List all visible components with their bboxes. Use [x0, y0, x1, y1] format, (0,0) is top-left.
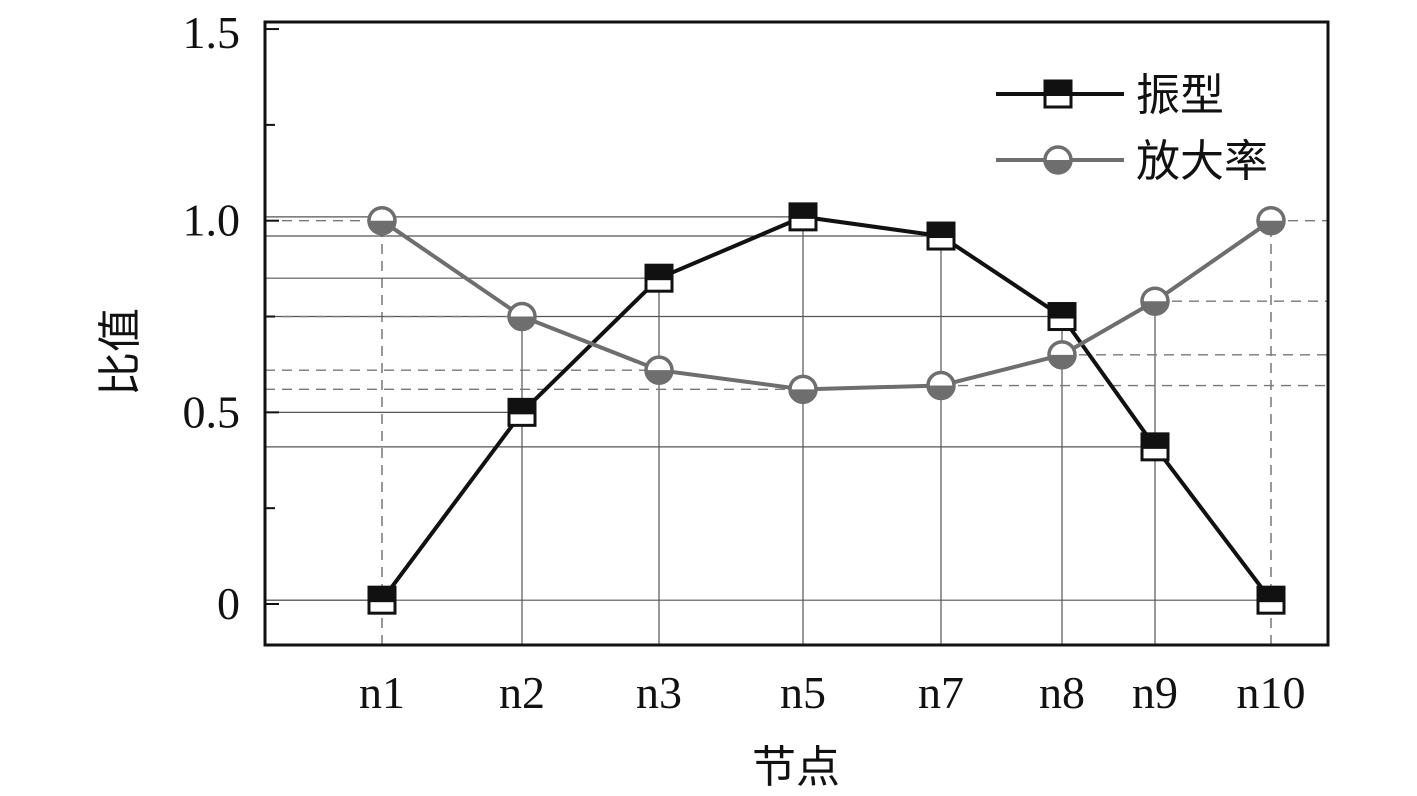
- shape-point-fill: [369, 587, 395, 603]
- shape-point-fill: [1142, 433, 1168, 449]
- plot-frame: [263, 20, 1330, 647]
- shape-point-fill: [790, 203, 816, 219]
- legend-label-0: 振型: [1136, 70, 1224, 121]
- legend-label-1: 放大率: [1136, 136, 1268, 187]
- amp-point-fill: [369, 220, 395, 234]
- y-tick-label: 0.5: [183, 386, 241, 437]
- x-tick-label-n5: n5: [780, 667, 826, 718]
- legend-marker-fill: [1045, 160, 1071, 173]
- y-tick-label: 1.0: [183, 195, 241, 246]
- amp-point-fill: [509, 316, 535, 330]
- y-axis: 0 0.5 1.0 1.5: [183, 7, 279, 629]
- series-line-0: [380, 214, 1273, 602]
- amp-point-fill: [790, 389, 816, 403]
- x-tick-label-n2: n2: [499, 667, 545, 718]
- shape-point-fill: [646, 265, 672, 281]
- series-line-1: [380, 219, 1273, 392]
- shape-point-fill: [1258, 587, 1284, 603]
- x-tick-label-n3: n3: [636, 667, 682, 718]
- amp-point-fill: [928, 385, 954, 399]
- shape-point-fill: [509, 399, 535, 415]
- y-tick-label: 0: [217, 578, 240, 629]
- amp-point-fill: [646, 370, 672, 384]
- x-tick-label-n7: n7: [918, 667, 964, 718]
- amp-point-fill: [1142, 301, 1168, 315]
- x-axis-label: 节点: [752, 742, 840, 793]
- y-tick-label: 1.5: [183, 7, 241, 58]
- x-tick-label-n1: n1: [359, 667, 405, 718]
- x-axis: n1 n2 n3 n5 n7 n8 n9 n10: [359, 667, 1306, 718]
- guide-lines: [265, 216, 1328, 645]
- shape-point-fill: [1049, 303, 1075, 319]
- x-tick-label-n8: n8: [1039, 667, 1085, 718]
- series-layer: [367, 202, 1286, 615]
- amp-point-fill: [1258, 220, 1284, 234]
- x-tick-label-n10: n10: [1237, 667, 1306, 718]
- x-tick-label-n9: n9: [1132, 667, 1178, 718]
- legend-marker-fill: [1045, 81, 1071, 96]
- shape-point-fill: [928, 223, 954, 239]
- y-axis-label: 比值: [95, 308, 146, 396]
- amp-point-fill: [1049, 354, 1075, 368]
